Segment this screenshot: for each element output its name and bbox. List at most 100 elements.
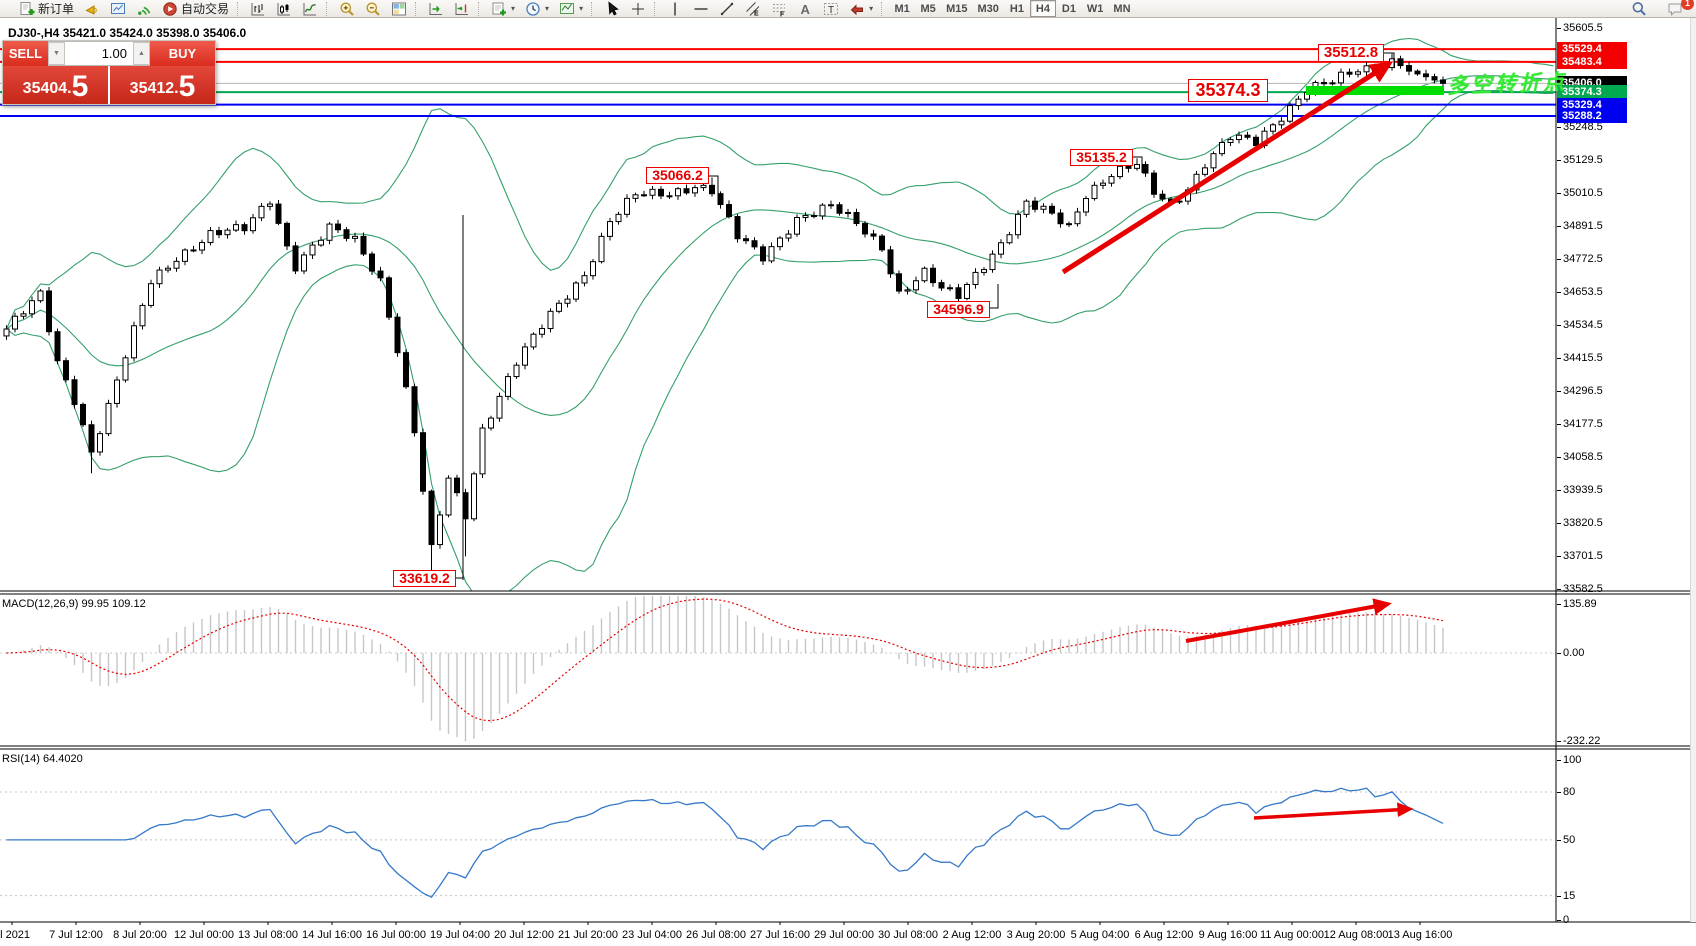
zoom-out-icon xyxy=(365,1,381,17)
timeframe-m30-button[interactable]: M30 xyxy=(973,0,1004,17)
line-chart-icon xyxy=(302,1,318,17)
crosshair-button[interactable] xyxy=(625,0,651,17)
signals-button[interactable] xyxy=(131,0,157,17)
timeframe-m5-button[interactable]: M5 xyxy=(915,0,941,17)
buy-button[interactable]: BUY xyxy=(150,41,215,66)
buy-price[interactable]: 35412. 5 xyxy=(110,66,215,104)
pivot-highlight-bar[interactable] xyxy=(1306,86,1444,95)
price-callout-33619.2[interactable]: 33619.2 xyxy=(393,570,456,587)
sell-button[interactable]: SELL xyxy=(3,41,48,66)
add-indicator-icon xyxy=(491,1,507,17)
toolbar-separator xyxy=(478,1,483,16)
text-button[interactable]: A xyxy=(792,0,818,17)
new-order-icon xyxy=(19,1,35,17)
price-callout-35512.8[interactable]: 35512.8 xyxy=(1318,44,1384,62)
toolbar-separator xyxy=(591,1,596,16)
main-toolbar: 新订单 自动交易 ▾ ▾ ▾ E F A T ▾ M1 M5 M15 M30 H1 H4 D1 W1 MN 1 xyxy=(0,0,1696,18)
period-icon xyxy=(525,1,541,17)
chevron-down-icon: ▾ xyxy=(545,4,550,13)
trend-line-button[interactable] xyxy=(714,0,740,17)
vertical-scrollbar[interactable] xyxy=(1690,18,1696,922)
toolbar-separator xyxy=(237,1,242,16)
timeframe-h1-button[interactable]: H1 xyxy=(1004,0,1030,17)
svg-text:F: F xyxy=(780,11,785,17)
chart-shift-icon xyxy=(454,1,470,17)
text-label-button[interactable]: T xyxy=(818,0,844,17)
zoom-in-icon xyxy=(339,1,355,17)
chart-title: DJ30-,H4 35421.0 35424.0 35398.0 35406.0 xyxy=(8,26,247,40)
trend-arrow[interactable] xyxy=(1061,61,1394,275)
cursor-icon xyxy=(604,0,620,17)
svg-text:E: E xyxy=(754,10,759,17)
auto-trading-icon xyxy=(162,1,178,17)
candle-chart-button[interactable] xyxy=(271,0,297,17)
vertical-line-icon xyxy=(667,1,683,17)
template-icon xyxy=(559,1,575,17)
equidistant-channel-button[interactable]: E xyxy=(740,0,766,17)
search-button[interactable] xyxy=(1626,1,1652,18)
one-click-trade-panel: SELL ▼ 1.00 ▲ BUY 35404. 5 35412. 5 xyxy=(2,40,216,105)
tile-windows-button[interactable] xyxy=(386,0,412,17)
volume-input[interactable]: 1.00 xyxy=(65,42,133,65)
sell-price-dot: . xyxy=(67,80,72,97)
zoom-out-button[interactable] xyxy=(360,0,386,17)
add-indicator-button[interactable]: ▾ xyxy=(486,0,520,17)
zoom-in-button[interactable] xyxy=(334,0,360,17)
toolbar-separator xyxy=(415,1,420,16)
toolbar-separator xyxy=(881,1,886,16)
bar-chart-button[interactable] xyxy=(245,0,271,17)
template-button[interactable]: ▾ xyxy=(554,0,588,17)
price-callout-35374.3[interactable]: 35374.3 xyxy=(1188,79,1268,102)
vertical-line-button[interactable] xyxy=(662,0,688,17)
text-icon: A xyxy=(797,1,813,17)
buy-price-main: 35412 xyxy=(129,80,175,97)
auto-scroll-button[interactable] xyxy=(423,0,449,17)
volume-increase-button[interactable]: ▲ xyxy=(133,42,150,65)
svg-text:A: A xyxy=(801,2,811,17)
toolbar-separator xyxy=(654,1,659,16)
chevron-down-icon: ▾ xyxy=(511,4,516,13)
buy-price-dot: . xyxy=(174,80,179,97)
crosshair-icon xyxy=(630,1,646,17)
fibonacci-button[interactable]: F xyxy=(766,0,792,17)
price-callout-34596.9[interactable]: 34596.9 xyxy=(927,301,990,318)
horizontal-line-icon xyxy=(693,1,709,17)
timeframe-mn-button[interactable]: MN xyxy=(1108,0,1135,17)
chevron-down-icon: ▾ xyxy=(869,4,874,13)
timeframe-m15-button[interactable]: M15 xyxy=(941,0,972,17)
timeframe-d1-button[interactable]: D1 xyxy=(1056,0,1082,17)
line-chart-button[interactable] xyxy=(297,0,323,17)
chart-window-button[interactable] xyxy=(105,0,131,17)
timeframe-w1-button[interactable]: W1 xyxy=(1082,0,1109,17)
candle-chart-icon xyxy=(276,1,292,17)
sell-price[interactable]: 35404. 5 xyxy=(3,66,108,104)
search-icon xyxy=(1631,1,1647,17)
alerts-icon xyxy=(84,1,100,17)
volume-stepper: ▼ 1.00 ▲ xyxy=(48,41,150,66)
signals-icon xyxy=(136,1,152,17)
horizontal-line-button[interactable] xyxy=(688,0,714,17)
sell-price-main: 35404 xyxy=(22,80,68,97)
price-callout-35135.2[interactable]: 35135.2 xyxy=(1070,149,1133,166)
new-order-button[interactable]: 新订单 xyxy=(14,0,79,17)
tile-windows-icon xyxy=(391,1,407,17)
text-label-icon: T xyxy=(823,1,839,17)
auto-trading-button[interactable]: 自动交易 xyxy=(157,0,234,17)
chart-shift-button[interactable] xyxy=(449,0,475,17)
period-button[interactable]: ▾ xyxy=(520,0,554,17)
auto-trading-label: 自动交易 xyxy=(181,2,230,16)
trend-arrow[interactable] xyxy=(1253,802,1414,820)
alerts-button[interactable] xyxy=(79,0,105,17)
arrows-icon xyxy=(849,1,865,17)
trend-arrow[interactable] xyxy=(1185,598,1392,643)
cursor-button[interactable] xyxy=(599,0,625,17)
volume-decrease-button[interactable]: ▼ xyxy=(48,42,65,65)
chat-button[interactable]: 1 xyxy=(1662,0,1694,18)
arrows-button[interactable]: ▾ xyxy=(844,0,878,17)
timeframe-h4-button[interactable]: H4 xyxy=(1029,0,1056,17)
timeframe-m1-button[interactable]: M1 xyxy=(889,0,915,17)
price-callout-35066.2[interactable]: 35066.2 xyxy=(646,167,709,184)
